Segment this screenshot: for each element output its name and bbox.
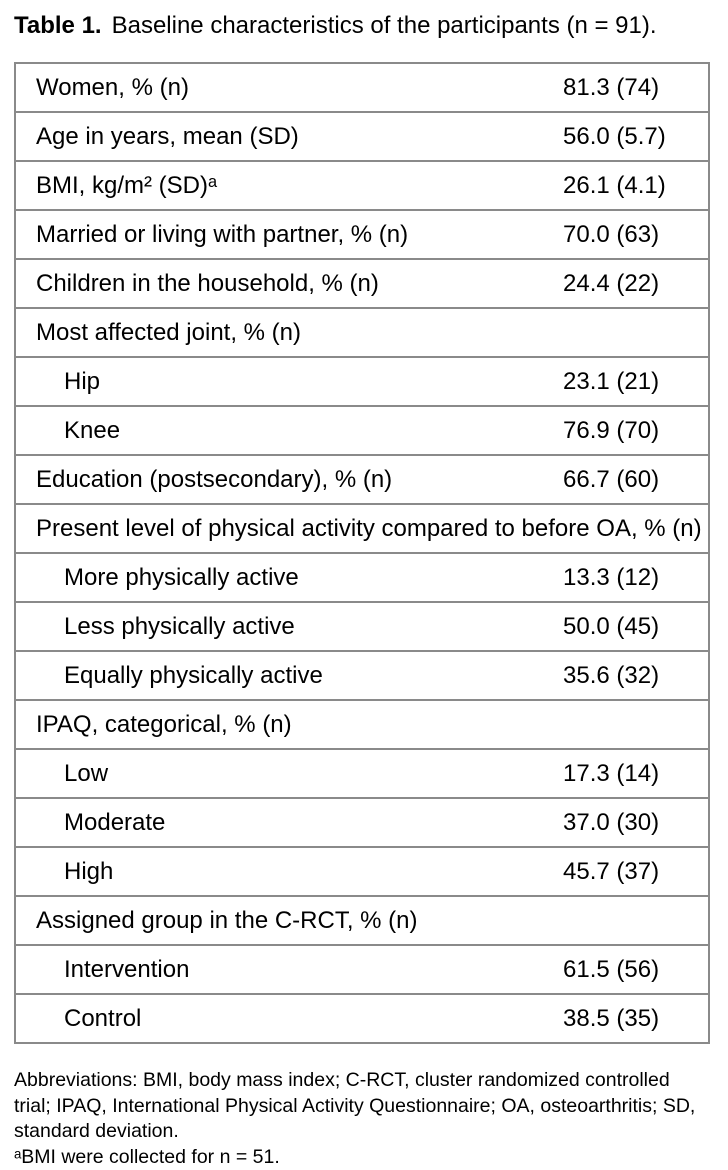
- table-row: Age in years, mean (SD) 56.0 (5.7): [16, 111, 708, 160]
- row-label: Equally physically active: [16, 662, 563, 690]
- table-row: High 45.7 (37): [16, 846, 708, 895]
- table-row: Hip 23.1 (21): [16, 356, 708, 405]
- table-row: Children in the household, % (n) 24.4 (2…: [16, 258, 708, 307]
- table-row: Low 17.3 (14): [16, 748, 708, 797]
- row-value: 26.1 (4.1): [563, 172, 708, 200]
- row-value: 37.0 (30): [563, 809, 708, 837]
- baseline-characteristics-table: Women, % (n) 81.3 (74) Age in years, mea…: [14, 62, 710, 1044]
- table-row: Knee 76.9 (70): [16, 405, 708, 454]
- table-row: Married or living with partner, % (n) 70…: [16, 209, 708, 258]
- footnote-a: ᵃBMI were collected for n = 51.: [14, 1145, 704, 1170]
- row-label: IPAQ, categorical, % (n): [16, 711, 563, 739]
- row-value: 56.0 (5.7): [563, 123, 708, 151]
- table-row: IPAQ, categorical, % (n): [16, 699, 708, 748]
- row-value: 81.3 (74): [563, 74, 708, 102]
- row-value: 13.3 (12): [563, 564, 708, 592]
- table-caption-number: Table 1.: [14, 12, 102, 39]
- row-value: 50.0 (45): [563, 613, 708, 641]
- abbreviations-note: Abbreviations: BMI, body mass index; C-R…: [14, 1068, 704, 1145]
- table-row: BMI, kg/m² (SD)ᵃ 26.1 (4.1): [16, 160, 708, 209]
- row-value: 35.6 (32): [563, 662, 708, 690]
- row-label: Children in the household, % (n): [16, 270, 563, 298]
- row-label: Most affected joint, % (n): [16, 319, 563, 347]
- table-row: Less physically active 50.0 (45): [16, 601, 708, 650]
- row-value: 70.0 (63): [563, 221, 708, 249]
- table-caption: Table 1. Baseline characteristics of the …: [14, 12, 712, 40]
- row-label: Less physically active: [16, 613, 563, 641]
- row-label: Assigned group in the C-RCT, % (n): [16, 907, 563, 935]
- row-label: Low: [16, 760, 563, 788]
- row-label: Age in years, mean (SD): [16, 123, 563, 151]
- table-row: Control 38.5 (35): [16, 993, 708, 1042]
- row-label: Education (postsecondary), % (n): [16, 466, 563, 494]
- table-row: Women, % (n) 81.3 (74): [16, 64, 708, 111]
- table-row: Intervention 61.5 (56): [16, 944, 708, 993]
- row-label: Present level of physical activity compa…: [16, 515, 702, 543]
- table-footnotes: Abbreviations: BMI, body mass index; C-R…: [14, 1068, 704, 1170]
- table-row: Most affected joint, % (n): [16, 307, 708, 356]
- table-row: Education (postsecondary), % (n) 66.7 (6…: [16, 454, 708, 503]
- row-label: BMI, kg/m² (SD)ᵃ: [16, 172, 563, 200]
- table-caption-text: Baseline characteristics of the particip…: [112, 12, 657, 39]
- table-row: Assigned group in the C-RCT, % (n): [16, 895, 708, 944]
- row-value: 45.7 (37): [563, 858, 708, 886]
- row-label: Intervention: [16, 956, 563, 984]
- table-row: Present level of physical activity compa…: [16, 503, 708, 552]
- table-row: More physically active 13.3 (12): [16, 552, 708, 601]
- row-value: 24.4 (22): [563, 270, 708, 298]
- row-label: High: [16, 858, 563, 886]
- row-value: 76.9 (70): [563, 417, 708, 445]
- row-label: Women, % (n): [16, 74, 563, 102]
- row-value: 17.3 (14): [563, 760, 708, 788]
- row-label: Moderate: [16, 809, 563, 837]
- row-label: Control: [16, 1005, 563, 1033]
- row-value: 66.7 (60): [563, 466, 708, 494]
- row-label: More physically active: [16, 564, 563, 592]
- row-label: Married or living with partner, % (n): [16, 221, 563, 249]
- row-label: Hip: [16, 368, 563, 396]
- row-value: 38.5 (35): [563, 1005, 708, 1033]
- row-value: 23.1 (21): [563, 368, 708, 396]
- table-row: Moderate 37.0 (30): [16, 797, 708, 846]
- row-value: 61.5 (56): [563, 956, 708, 984]
- row-label: Knee: [16, 417, 563, 445]
- table-row: Equally physically active 35.6 (32): [16, 650, 708, 699]
